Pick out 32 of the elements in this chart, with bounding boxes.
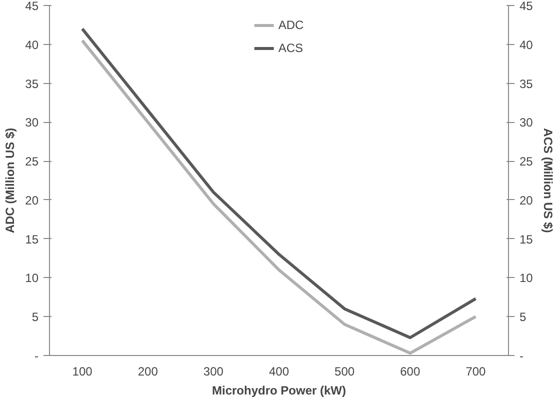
y2-tick-label: 15 [520, 232, 534, 246]
y2-tick-label: 40 [520, 38, 534, 52]
y2-axis-title: ACS (Million US $) [540, 128, 555, 233]
y-tick-label: 45 [25, 0, 39, 13]
y2-tick-label: 30 [520, 116, 534, 130]
y-tick-label: - [34, 349, 39, 363]
y-axis-title: ADC (Million US $) [3, 128, 18, 234]
x-tick-label: 200 [138, 364, 158, 378]
y-tick-label: 40 [25, 38, 39, 52]
legend-label: ACS [278, 41, 304, 55]
y-tick-label: 25 [25, 154, 39, 169]
x-axis-title: Microhydro Power (kW) [212, 384, 346, 398]
y2-tick-label: 5 [520, 310, 526, 324]
y-tick-label: 35 [25, 76, 39, 91]
y2-tick-label: - [520, 349, 524, 363]
x-tick-label: 600 [400, 364, 420, 378]
y-tick-label: 15 [25, 232, 39, 246]
y-tick-label: 30 [25, 116, 39, 130]
x-tick-label: 500 [334, 364, 355, 378]
x-tick-label: 100 [72, 364, 93, 378]
y2-tick-label: 35 [520, 76, 534, 91]
y-tick-label: 5 [32, 310, 39, 324]
y-tick-label: 20 [25, 193, 39, 208]
y2-tick-label: 10 [520, 271, 534, 286]
y-tick-label: 10 [25, 271, 39, 286]
x-tick-label: 700 [466, 364, 486, 378]
x-tick-label: 400 [268, 364, 290, 378]
y2-tick-label: 25 [520, 154, 534, 169]
legend-label: ADC [278, 18, 304, 32]
x-tick-label: 300 [203, 364, 224, 378]
y2-tick-label: 45 [520, 0, 534, 13]
y2-tick-label: 20 [520, 193, 534, 208]
